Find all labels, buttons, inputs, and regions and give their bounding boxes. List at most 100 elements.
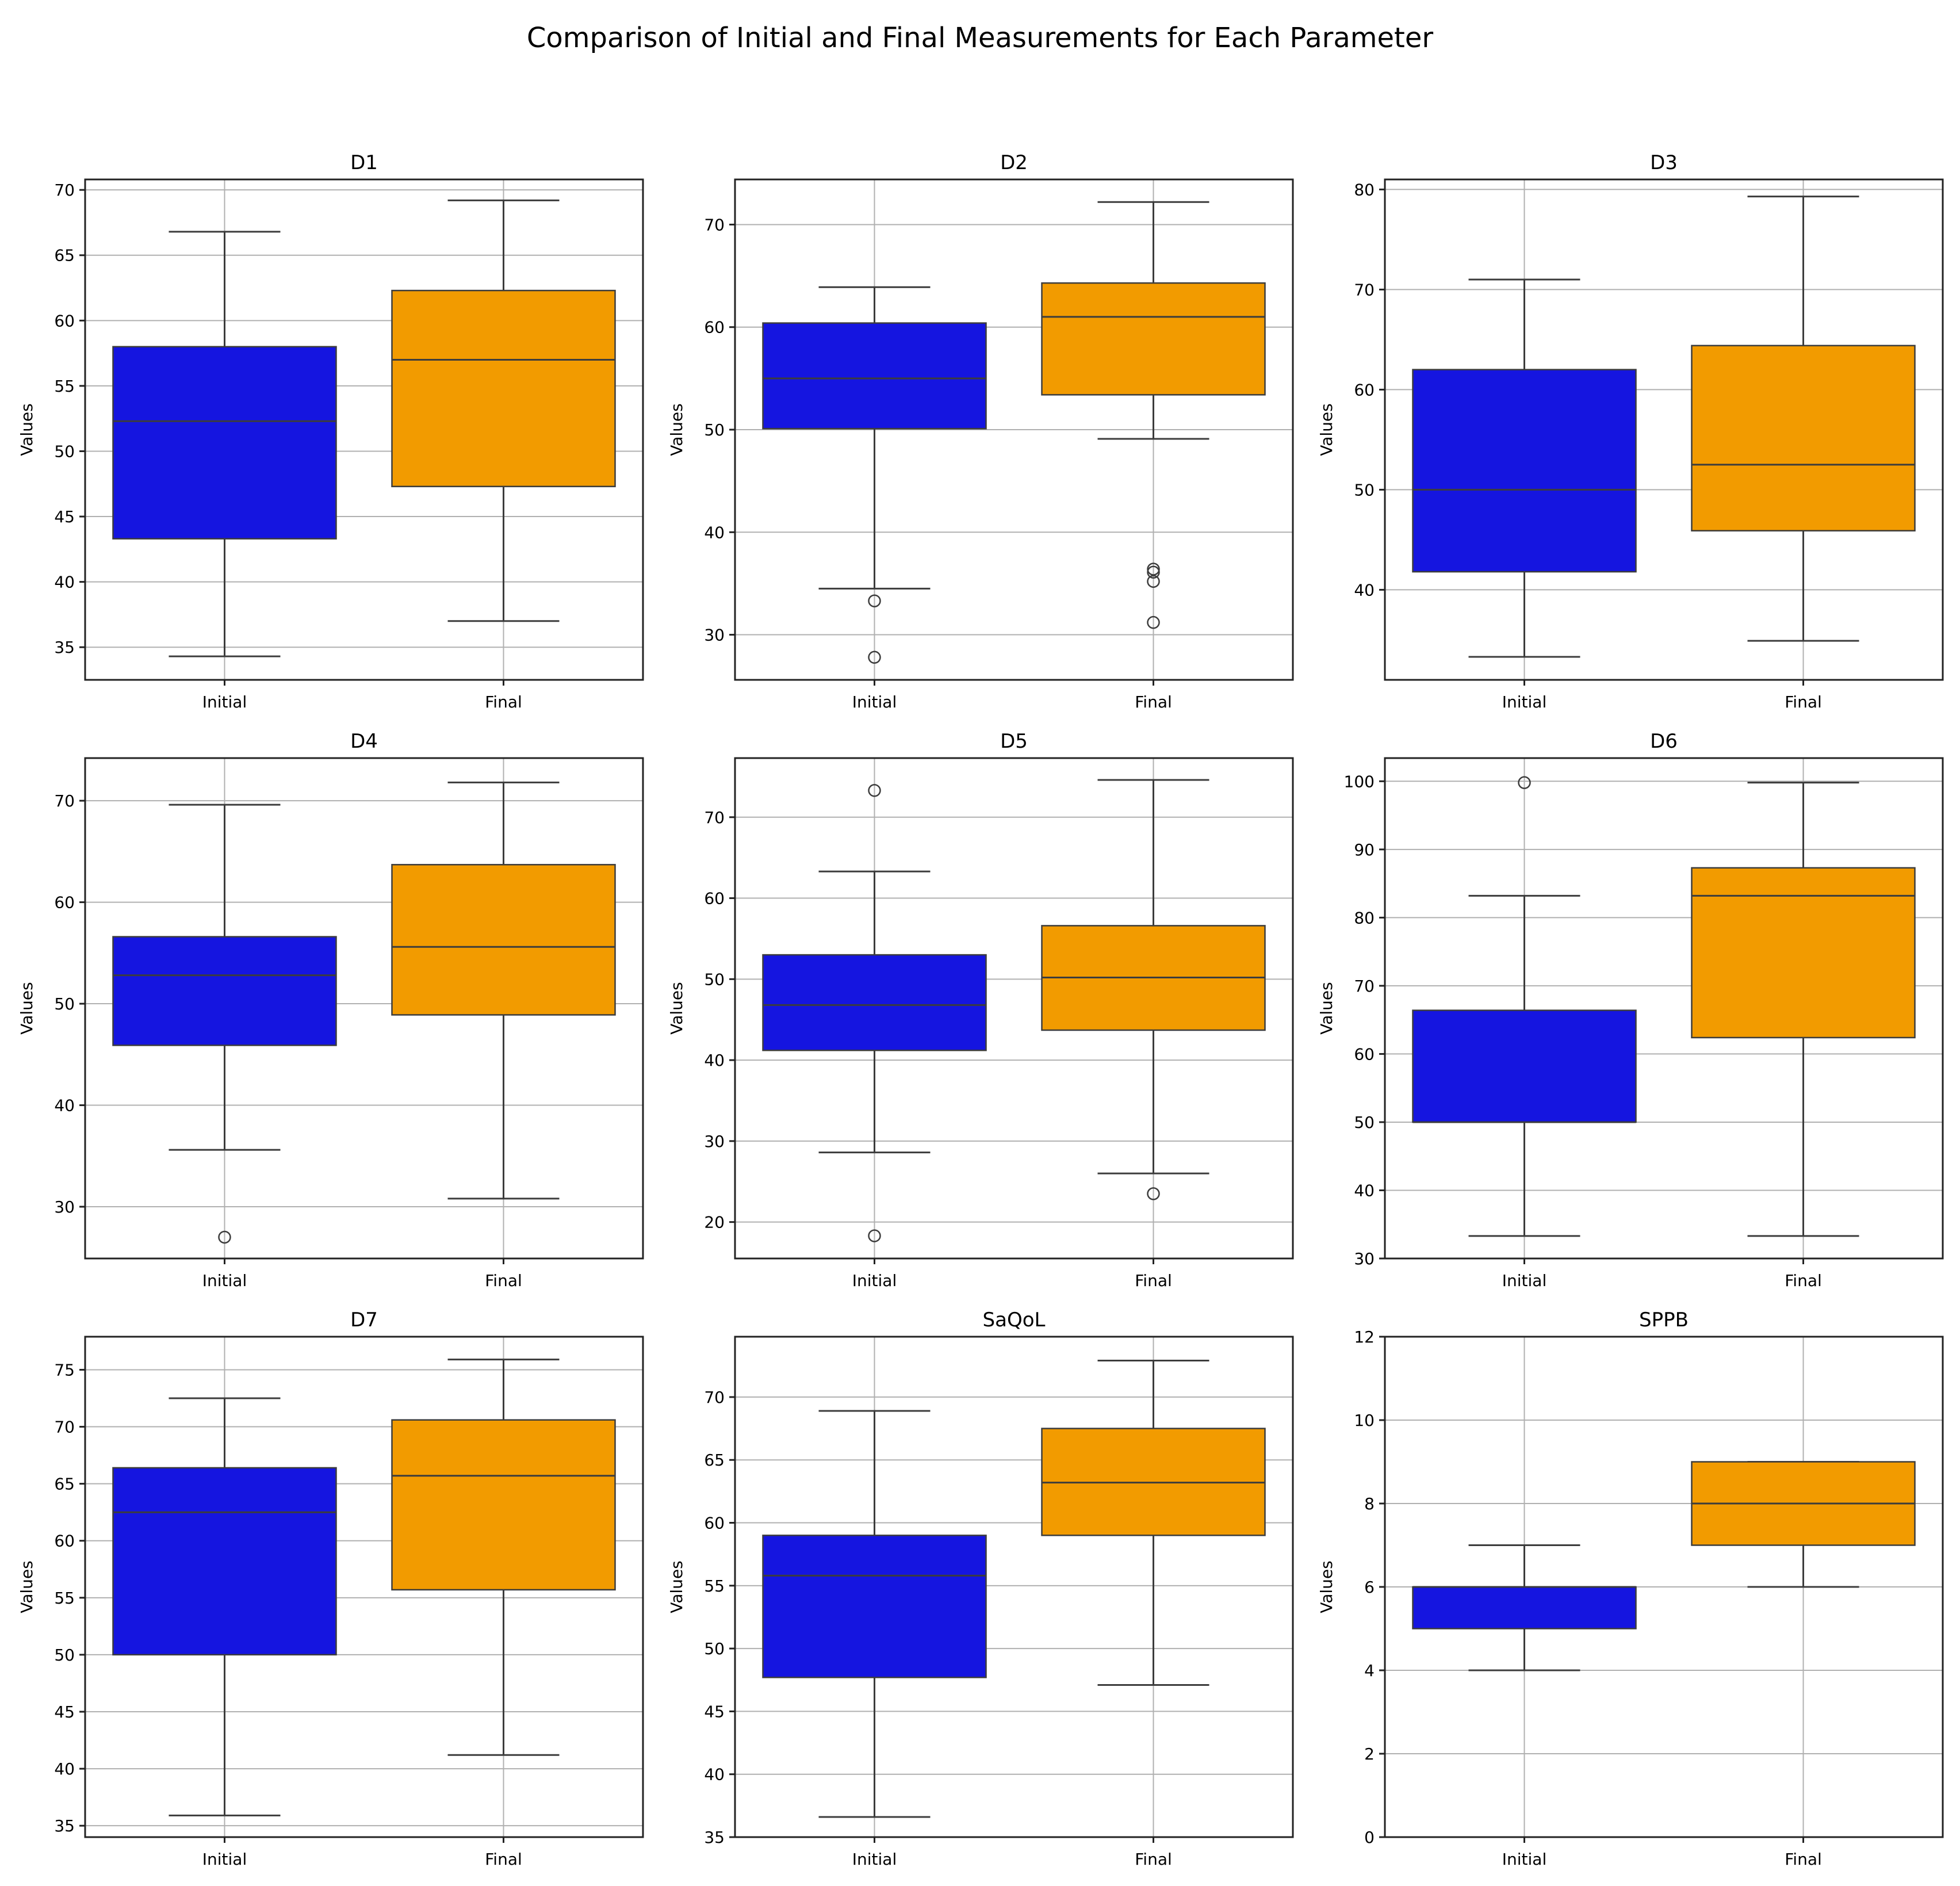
y-tick-label: 55 [54, 377, 75, 396]
saqol-initial-boxplot [762, 1410, 987, 1818]
panel-title: D7 [350, 1309, 378, 1332]
iqr-box [762, 322, 987, 430]
y-tick-label: 40 [704, 1051, 725, 1070]
y-tick-label: 30 [54, 1198, 75, 1216]
x-tick-label: Final [1785, 1271, 1822, 1290]
sppb-initial-boxplot [1412, 1544, 1637, 1671]
iqr-box [391, 864, 616, 1016]
d5-initial-boxplot [762, 784, 987, 1242]
y-tick-label: 30 [704, 1132, 725, 1151]
y-axis-label: Values [1317, 982, 1336, 1034]
y-tick-label: 40 [54, 1759, 75, 1778]
y-tick-label: 50 [1354, 480, 1375, 499]
y-tick-label: 6 [1364, 1578, 1375, 1597]
panel-title: D4 [350, 730, 378, 753]
panel-d3: 40 50 60 70 80 Initial Final D3 Values [1317, 151, 1944, 711]
axes-frame [84, 1336, 644, 1838]
iqr-box [112, 936, 337, 1046]
y-tick-label: 45 [704, 1702, 725, 1721]
y-tick-label: 55 [704, 1577, 725, 1596]
x-tick-label: Initial [202, 1850, 247, 1869]
y-tick-label: 100 [1344, 772, 1375, 791]
sppb-final-boxplot [1691, 1461, 1916, 1588]
axes-frame [734, 178, 1294, 681]
panel-d7: 35 40 45 50 55 60 65 70 75 Initial Final D7 Values [17, 1309, 644, 1869]
d1-final-boxplot [391, 199, 616, 622]
x-tick-label: Initial [1502, 693, 1546, 711]
outlier-point [868, 651, 881, 664]
y-tick-label: 60 [54, 893, 75, 912]
panel-saqol: 35 40 45 50 55 60 65 70 Initial Final SaQoL Values [667, 1309, 1294, 1869]
x-tick-label: Initial [1502, 1850, 1546, 1869]
panel-sppb: 0 2 4 6 8 10 12 Initial Final SPPB Values [1317, 1309, 1944, 1869]
y-tick-label: 30 [704, 626, 725, 645]
y-tick-label: 40 [704, 1765, 725, 1784]
y-tick-label: 45 [54, 1703, 75, 1721]
y-tick-label: 40 [1354, 580, 1375, 599]
d5-final-boxplot [1041, 779, 1266, 1200]
y-tick-label: 40 [1354, 1181, 1375, 1200]
y-tick-label: 80 [1354, 908, 1375, 927]
x-tick-label: Final [485, 1271, 522, 1290]
y-tick-label: 30 [1354, 1249, 1375, 1268]
iqr-box [762, 954, 987, 1051]
y-tick-label: 0 [1364, 1828, 1375, 1847]
panel-d4: 30 40 50 60 70 Initial Final D4 Values [17, 730, 644, 1290]
d4-initial-boxplot [112, 804, 337, 1244]
outlier-point [1147, 1187, 1160, 1200]
panel-title: D6 [1650, 730, 1678, 753]
y-axis-label: Values [17, 982, 36, 1034]
y-tick-label: 65 [54, 246, 75, 265]
y-tick-label: 50 [1354, 1113, 1375, 1132]
y-tick-label: 2 [1364, 1745, 1375, 1763]
y-tick-label: 35 [54, 1816, 75, 1835]
y-axis-label: Values [1317, 1560, 1336, 1613]
y-tick-label: 60 [704, 889, 725, 908]
y-tick-label: 90 [1354, 840, 1375, 859]
axes-frame [84, 757, 644, 1260]
d3-final-boxplot [1691, 196, 1916, 642]
iqr-box [1691, 867, 1916, 1039]
x-tick-label: Initial [852, 693, 897, 711]
x-tick-label: Initial [852, 1850, 897, 1869]
outlier-point [1518, 776, 1531, 789]
axes-frame [1384, 1336, 1944, 1838]
saqol-final-boxplot [1041, 1360, 1266, 1686]
y-axis-label: Values [667, 403, 686, 456]
y-tick-label: 10 [1354, 1411, 1375, 1430]
y-tick-label: 60 [1354, 1045, 1375, 1063]
y-axis-label: Values [17, 1560, 36, 1613]
iqr-box [1412, 1586, 1637, 1629]
y-tick-label: 50 [54, 442, 75, 461]
y-axis-label: Values [1317, 403, 1336, 456]
panel-d1: 35 40 45 50 55 60 65 70 Initial Final D1 Values [17, 151, 644, 711]
axes-frame [84, 178, 644, 681]
y-tick-label: 75 [54, 1360, 75, 1379]
y-tick-label: 60 [1354, 380, 1375, 399]
y-tick-label: 50 [54, 994, 75, 1013]
iqr-box [762, 1535, 987, 1678]
y-tick-label: 50 [704, 1639, 725, 1658]
d6-initial-boxplot [1412, 776, 1637, 1237]
x-tick-label: Final [1135, 1850, 1172, 1869]
y-tick-label: 70 [54, 1418, 75, 1437]
x-tick-label: Initial [852, 1271, 897, 1290]
iqr-box [112, 346, 337, 540]
panel-title: D1 [350, 151, 378, 174]
y-tick-label: 45 [54, 507, 75, 526]
outlier-point [1147, 565, 1160, 579]
y-tick-label: 60 [704, 318, 725, 337]
panel-title: D2 [1000, 151, 1028, 174]
x-tick-label: Initial [202, 1271, 247, 1290]
y-tick-label: 55 [54, 1589, 75, 1608]
y-tick-label: 50 [54, 1646, 75, 1665]
y-axis-label: Values [667, 982, 686, 1034]
iqr-box [1412, 1009, 1637, 1123]
y-tick-label: 20 [704, 1213, 725, 1232]
d2-initial-boxplot [762, 286, 987, 664]
iqr-box [391, 1419, 616, 1591]
y-tick-label: 70 [1354, 280, 1375, 299]
d1-initial-boxplot [112, 231, 337, 657]
x-tick-label: Initial [1502, 1271, 1546, 1290]
